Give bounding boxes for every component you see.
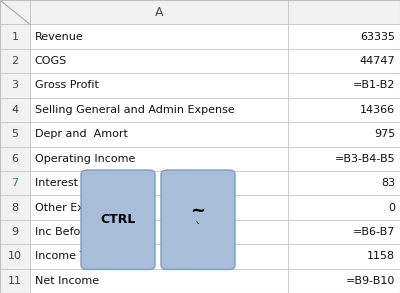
Bar bbox=[288, 195, 400, 220]
Text: 1158: 1158 bbox=[367, 251, 395, 261]
Bar bbox=[30, 73, 288, 98]
Bar bbox=[0, 146, 30, 171]
Text: 63335: 63335 bbox=[360, 32, 395, 42]
Bar bbox=[288, 171, 400, 195]
Text: 2: 2 bbox=[12, 56, 18, 66]
Bar bbox=[0, 98, 30, 122]
Bar bbox=[288, 244, 400, 269]
Bar bbox=[0, 0, 30, 24]
Bar bbox=[30, 49, 288, 73]
Text: 44747: 44747 bbox=[360, 56, 395, 66]
Text: 10: 10 bbox=[8, 251, 22, 261]
Text: 8: 8 bbox=[12, 202, 18, 212]
Bar bbox=[288, 49, 400, 73]
Bar bbox=[288, 98, 400, 122]
Bar bbox=[288, 269, 400, 293]
Bar bbox=[0, 73, 30, 98]
Bar bbox=[30, 171, 288, 195]
Bar bbox=[30, 146, 288, 171]
Bar bbox=[0, 24, 30, 49]
Text: Inc Before Tax: Inc Before Tax bbox=[35, 227, 113, 237]
Bar bbox=[30, 98, 288, 122]
Text: Depr and  Amort: Depr and Amort bbox=[35, 129, 128, 139]
Bar bbox=[288, 122, 400, 146]
Text: 3: 3 bbox=[12, 81, 18, 91]
Bar bbox=[30, 269, 288, 293]
Text: Other Expenses: Other Expenses bbox=[35, 202, 123, 212]
Text: COGS: COGS bbox=[35, 56, 67, 66]
Text: Selling General and Admin Expense: Selling General and Admin Expense bbox=[35, 105, 234, 115]
Text: Net Income: Net Income bbox=[35, 276, 99, 286]
Bar bbox=[0, 244, 30, 269]
Bar bbox=[288, 0, 400, 24]
Text: Interest Expense: Interest Expense bbox=[35, 178, 128, 188]
Text: `: ` bbox=[195, 222, 201, 235]
Bar bbox=[0, 49, 30, 73]
Bar bbox=[0, 220, 30, 244]
FancyBboxPatch shape bbox=[161, 170, 235, 270]
Bar bbox=[288, 24, 400, 49]
Bar bbox=[0, 122, 30, 146]
Bar bbox=[0, 195, 30, 220]
Text: =B1-B2: =B1-B2 bbox=[353, 81, 395, 91]
Text: 11: 11 bbox=[8, 276, 22, 286]
Text: 4: 4 bbox=[12, 105, 18, 115]
FancyBboxPatch shape bbox=[81, 170, 155, 270]
Text: 0: 0 bbox=[388, 202, 395, 212]
Bar bbox=[288, 146, 400, 171]
Text: Revenue: Revenue bbox=[35, 32, 84, 42]
Bar bbox=[288, 73, 400, 98]
Text: Income Taxes: Income Taxes bbox=[35, 251, 110, 261]
Text: ~: ~ bbox=[190, 202, 206, 220]
Bar bbox=[30, 24, 288, 49]
Text: Gross Profit: Gross Profit bbox=[35, 81, 99, 91]
Bar bbox=[0, 269, 30, 293]
Text: 1: 1 bbox=[12, 32, 18, 42]
Bar bbox=[30, 195, 288, 220]
Bar bbox=[30, 122, 288, 146]
Text: =B6-B7: =B6-B7 bbox=[353, 227, 395, 237]
Text: Operating Income: Operating Income bbox=[35, 154, 135, 164]
Text: 14366: 14366 bbox=[360, 105, 395, 115]
Bar bbox=[30, 0, 288, 24]
Bar bbox=[0, 171, 30, 195]
Text: =B3-B4-B5: =B3-B4-B5 bbox=[334, 154, 395, 164]
Text: 975: 975 bbox=[374, 129, 395, 139]
Text: CTRL: CTRL bbox=[100, 213, 136, 226]
Bar bbox=[288, 220, 400, 244]
Text: 7: 7 bbox=[12, 178, 18, 188]
Text: 5: 5 bbox=[12, 129, 18, 139]
Bar bbox=[30, 244, 288, 269]
Text: A: A bbox=[155, 6, 163, 19]
Text: =B9-B10: =B9-B10 bbox=[346, 276, 395, 286]
Text: 83: 83 bbox=[381, 178, 395, 188]
Text: 9: 9 bbox=[12, 227, 18, 237]
Bar bbox=[30, 220, 288, 244]
Text: 6: 6 bbox=[12, 154, 18, 164]
